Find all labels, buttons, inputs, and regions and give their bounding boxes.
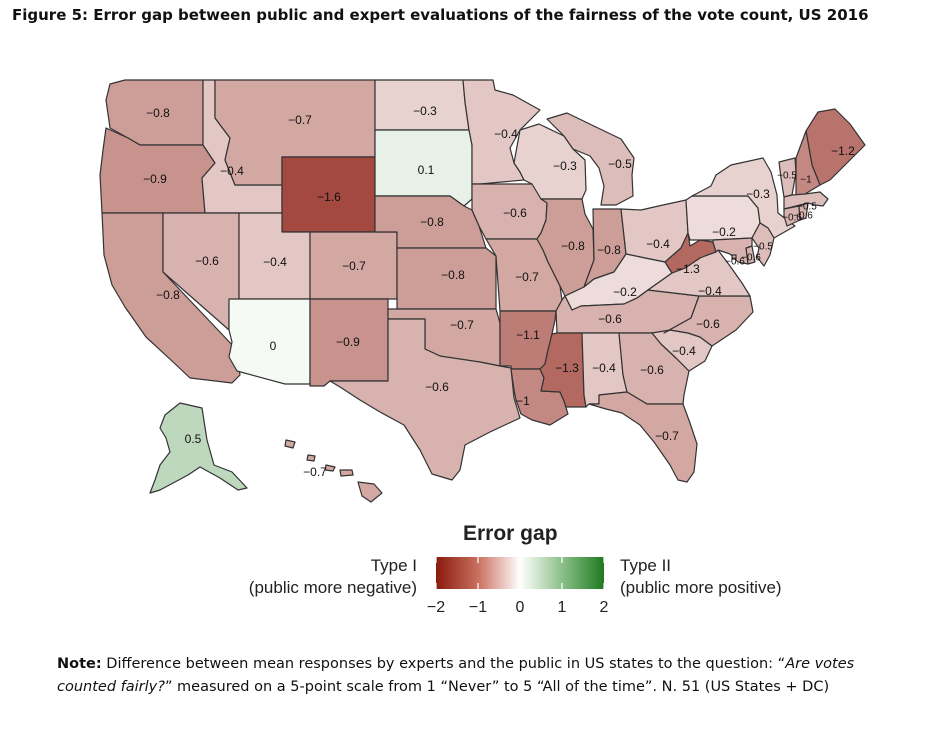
state-label-mn: −0.4 (494, 127, 518, 141)
legend-type-i-desc: (public more negative) (248, 578, 417, 597)
state-label-fl: −0.7 (655, 429, 679, 443)
legend-tick-label: 0 (516, 599, 525, 616)
color-legend: −2 −1 0 1 2 (427, 557, 609, 616)
state-label-il: −0.8 (561, 239, 585, 253)
state-ri (798, 202, 809, 221)
state-label-nd: −0.3 (413, 104, 437, 118)
state-label-nh: −1 (800, 175, 812, 186)
state-label-wa: −0.8 (146, 106, 170, 120)
state-label-nj: −0.5 (753, 242, 773, 253)
state-label-wi: −0.3 (553, 159, 577, 173)
state-label-sc: −0.4 (672, 344, 696, 358)
figure-title: Figure 5: Error gap between public and e… (12, 6, 869, 24)
state-label-va: −0.4 (698, 284, 722, 298)
state-label-ut: −0.4 (263, 255, 287, 269)
state-label-ca: −0.8 (156, 288, 180, 302)
state-label-oh: −0.4 (646, 237, 670, 251)
state-label-ne: −0.8 (420, 215, 444, 229)
state-label-tn: −0.6 (598, 312, 622, 326)
state-label-ks: −0.8 (441, 268, 465, 282)
legend-type-i-label: Type I (public more negative) (249, 555, 417, 599)
state-label-wy: −1.6 (317, 190, 341, 204)
state-dc (731, 254, 737, 260)
legend-tick-marks (435, 557, 605, 589)
figure-note: Note: Difference between mean responses … (57, 653, 887, 699)
note-question: Are votes counted fairly? (57, 656, 855, 695)
state-label-ct: −0.6 (782, 213, 802, 224)
state-ny (691, 157, 796, 239)
state-label-ga: −0.6 (640, 363, 664, 377)
note-label: Note: (57, 656, 102, 672)
state-label-hi: −0.7 (303, 465, 327, 479)
state-label-tx: −0.6 (425, 380, 449, 394)
state-label-sd: 0.1 (418, 163, 435, 177)
state-label-nv: −0.6 (195, 254, 219, 268)
state-label-mo: −0.7 (515, 270, 539, 284)
state-label-me: −1.2 (831, 144, 855, 158)
state-label-id: −0.4 (220, 164, 244, 178)
state-shapes (99, 79, 866, 503)
state-label-pa: −0.2 (712, 225, 736, 239)
state-label-az: 0 (270, 339, 277, 353)
state-label-ky: −0.2 (613, 285, 637, 299)
state-tx (329, 318, 521, 481)
state-label-ok: −0.7 (450, 318, 474, 332)
state-label-ia: −0.6 (503, 206, 527, 220)
state-ct (783, 205, 801, 227)
state-label-wv: −1.3 (676, 262, 700, 276)
legend-type-ii-title: Type II (620, 556, 672, 575)
state-mi (546, 112, 635, 206)
legend-type-ii-desc: (public more positive) (620, 578, 782, 597)
state-label-ak: 0.5 (185, 432, 202, 446)
state-label-mt: −0.7 (288, 113, 312, 127)
state-il (536, 198, 595, 297)
state-label-la: −1 (516, 394, 530, 408)
state-label-ar: −1.1 (516, 328, 540, 342)
state-label-or: −0.9 (143, 172, 167, 186)
legend-tick-labels: −2 −1 0 1 2 (427, 599, 609, 616)
note-text-2: ” measured on a 5-point scale from 1 “Ne… (164, 679, 830, 695)
legend-type-i-title: Type I (370, 556, 417, 575)
state-label-md: −0.6 (725, 257, 745, 268)
legend-title: Error gap (463, 522, 558, 545)
state-label-vt: −0.5 (777, 171, 797, 182)
state-label-nm: −0.9 (336, 335, 360, 349)
state-ak (149, 402, 248, 494)
state-value-labels: −0.8−0.9−0.8−0.4−0.6−0.7−1.6−0.40−0.7−0.… (143, 104, 855, 479)
state-label-ny: −0.3 (746, 187, 770, 201)
state-label-de: −0.6 (741, 253, 761, 264)
note-text-1: Difference between mean responses by exp… (101, 656, 786, 672)
legend-tick-label: −2 (427, 599, 445, 616)
state-label-ma: −0.5 (797, 202, 817, 213)
legend-tick-label: 2 (600, 599, 609, 616)
state-label-in: −0.8 (597, 243, 621, 257)
state-label-mi: −0.5 (608, 157, 632, 171)
state-ks (396, 247, 497, 310)
state-nc (663, 295, 754, 347)
state-hi (284, 439, 383, 503)
state-label-co: −0.7 (342, 259, 366, 273)
legend-type-ii-label: Type II (public more positive) (620, 555, 782, 599)
legend-tick-label: 1 (558, 599, 567, 616)
state-nj (751, 222, 775, 267)
state-ne (374, 195, 487, 249)
state-md (712, 237, 753, 265)
state-label-nc: −0.6 (696, 317, 720, 331)
state-label-ri: −0.6 (793, 211, 813, 222)
state-fl (588, 391, 698, 483)
legend-tick-label: −1 (469, 599, 487, 616)
state-label-ms: −1.3 (555, 361, 579, 375)
state-label-al: −0.4 (592, 361, 616, 375)
